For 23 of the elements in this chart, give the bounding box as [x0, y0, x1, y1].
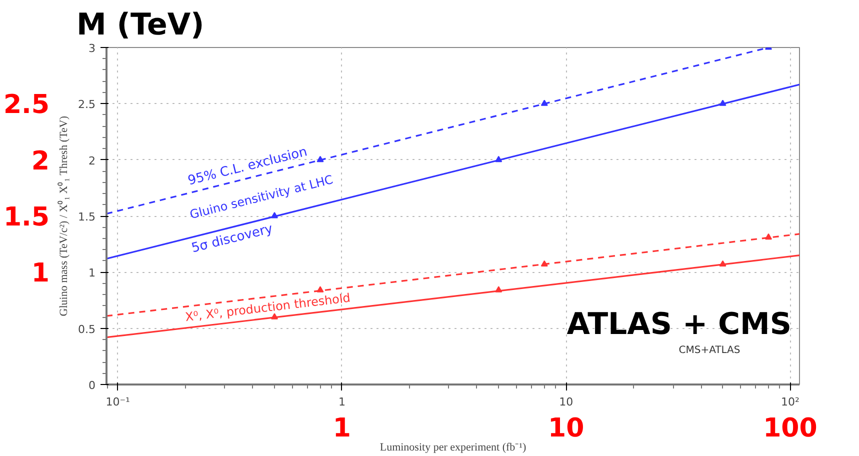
y-tick-label: 0.5 [78, 322, 96, 336]
y-tick-label: 1 [88, 266, 96, 280]
text: 100 [763, 414, 818, 444]
text: 5σ discovery [190, 221, 275, 256]
annotation: ATLAS + CMS [566, 307, 792, 342]
annotation: X⁰, X⁰, production threshold [184, 290, 352, 324]
y-tick-label: 2 [88, 154, 96, 168]
y-axis-title: Gluino mass (TeV/c²) / X⁰₁ X⁰₁ Thresh (TeV) [57, 116, 70, 316]
y-tick-label: 0 [88, 379, 96, 392]
y-tick-label: 3 [88, 42, 96, 55]
y-tick-label: 1.5 [78, 210, 96, 224]
text: 1 [31, 258, 50, 289]
text: 1.5 [3, 202, 50, 232]
text: 2 [31, 146, 50, 176]
x-tick-label: 10² [781, 396, 800, 408]
x-tick-label: 10⁻¹ [106, 396, 130, 408]
text: M (TeV) [76, 8, 204, 42]
x-tick-label: 10 [559, 396, 574, 408]
annotation: CMS+ATLAS [678, 345, 740, 356]
y-tick-label: 2.5 [78, 98, 96, 112]
x-axis-title: Luminosity per experiment (fb⁻¹) [380, 442, 526, 454]
x-tick-label: 1 [338, 396, 346, 408]
text: 2.5 [3, 90, 50, 120]
